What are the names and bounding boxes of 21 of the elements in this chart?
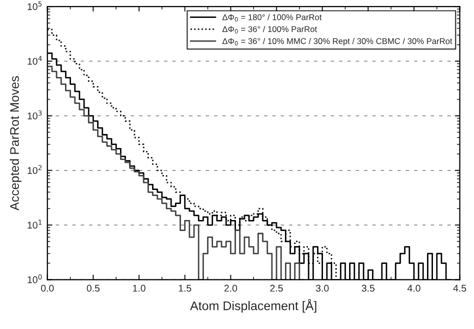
x-tick-label: 3.5	[362, 284, 374, 292]
legend-label: ΔΦ$_{0}$ = 180° / 100% ParRot	[222, 14, 322, 22]
x-tick-label: 3.0	[316, 284, 329, 292]
y-tick-label: 10$^{0}$	[28, 274, 42, 284]
y-tick-label: 10$^{5}$	[28, 1, 42, 10]
y-tick-label: 10$^{2}$	[28, 165, 42, 174]
x-axis-title: Atom Displacement [Å]	[190, 299, 316, 313]
y-tick-label: 10$^{3}$	[28, 110, 42, 120]
x-tick-label: 1.5	[178, 284, 192, 292]
x-tick-label: 2.0	[224, 284, 238, 292]
x-tick-label: 4.5	[453, 284, 466, 292]
x-tick-label: 2.5	[270, 284, 283, 292]
y-tick-label: 10$^{1}$	[28, 220, 42, 229]
y-axis-title: Accepted ParRot Moves	[10, 76, 22, 210]
x-tick-label: 0.5	[86, 284, 100, 292]
x-tick-label: 1.0	[133, 284, 146, 292]
legend-label: ΔΦ$_{0}$ = 36° / 100% ParRot	[222, 26, 317, 34]
y-tick-label: 10$^{4}$	[28, 56, 42, 65]
x-tick-label: 4.0	[407, 284, 420, 292]
legend-label: ΔΦ$_{0}$ = 36° / 10% MMC / 30% Rept / 30% CBMC / 30% ParRot	[222, 38, 452, 46]
x-tick-label: 0.0	[41, 284, 54, 292]
